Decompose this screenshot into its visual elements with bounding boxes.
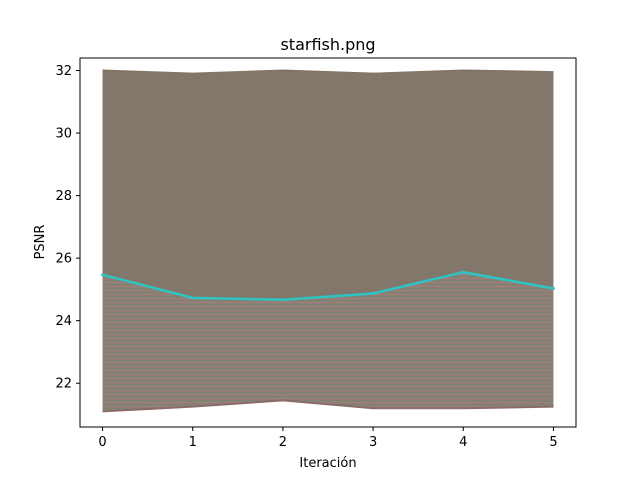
x-tick-label: 4 xyxy=(459,435,467,450)
x-tick-label: 0 xyxy=(98,435,106,450)
upper-band-fill xyxy=(102,70,554,300)
x-tick-label: 2 xyxy=(279,435,287,450)
y-tick-label: 22 xyxy=(55,377,72,392)
plot-frame xyxy=(79,57,577,428)
y-tick-label: 30 xyxy=(55,127,72,142)
series-line xyxy=(102,270,554,301)
data-point xyxy=(551,286,555,290)
data-point xyxy=(101,273,105,277)
y-tick-label: 32 xyxy=(55,64,72,79)
lower-band-fill xyxy=(102,272,554,412)
x-tick-label: 5 xyxy=(549,435,557,450)
upper-boundary-line xyxy=(102,69,554,75)
lower-boundary-line xyxy=(102,399,554,413)
data-point xyxy=(281,298,285,302)
x-axis: 0 1 2 3 4 5 xyxy=(98,427,558,450)
y-axis: 22 24 26 28 30 32 xyxy=(55,64,80,392)
series-group xyxy=(101,69,555,413)
y-axis-label: PSNR xyxy=(33,225,48,260)
x-tick-label: 3 xyxy=(369,435,377,450)
x-axis-label: Iteración xyxy=(299,456,356,471)
y-tick-label: 28 xyxy=(55,189,72,204)
x-tick-label: 1 xyxy=(189,435,197,450)
chart-title: starfish.png xyxy=(280,35,375,54)
data-point xyxy=(461,270,465,274)
y-tick-label: 26 xyxy=(55,252,72,267)
data-point xyxy=(371,291,375,295)
data-point xyxy=(191,296,195,300)
plot-area xyxy=(101,69,555,413)
y-tick-label: 24 xyxy=(55,314,72,329)
